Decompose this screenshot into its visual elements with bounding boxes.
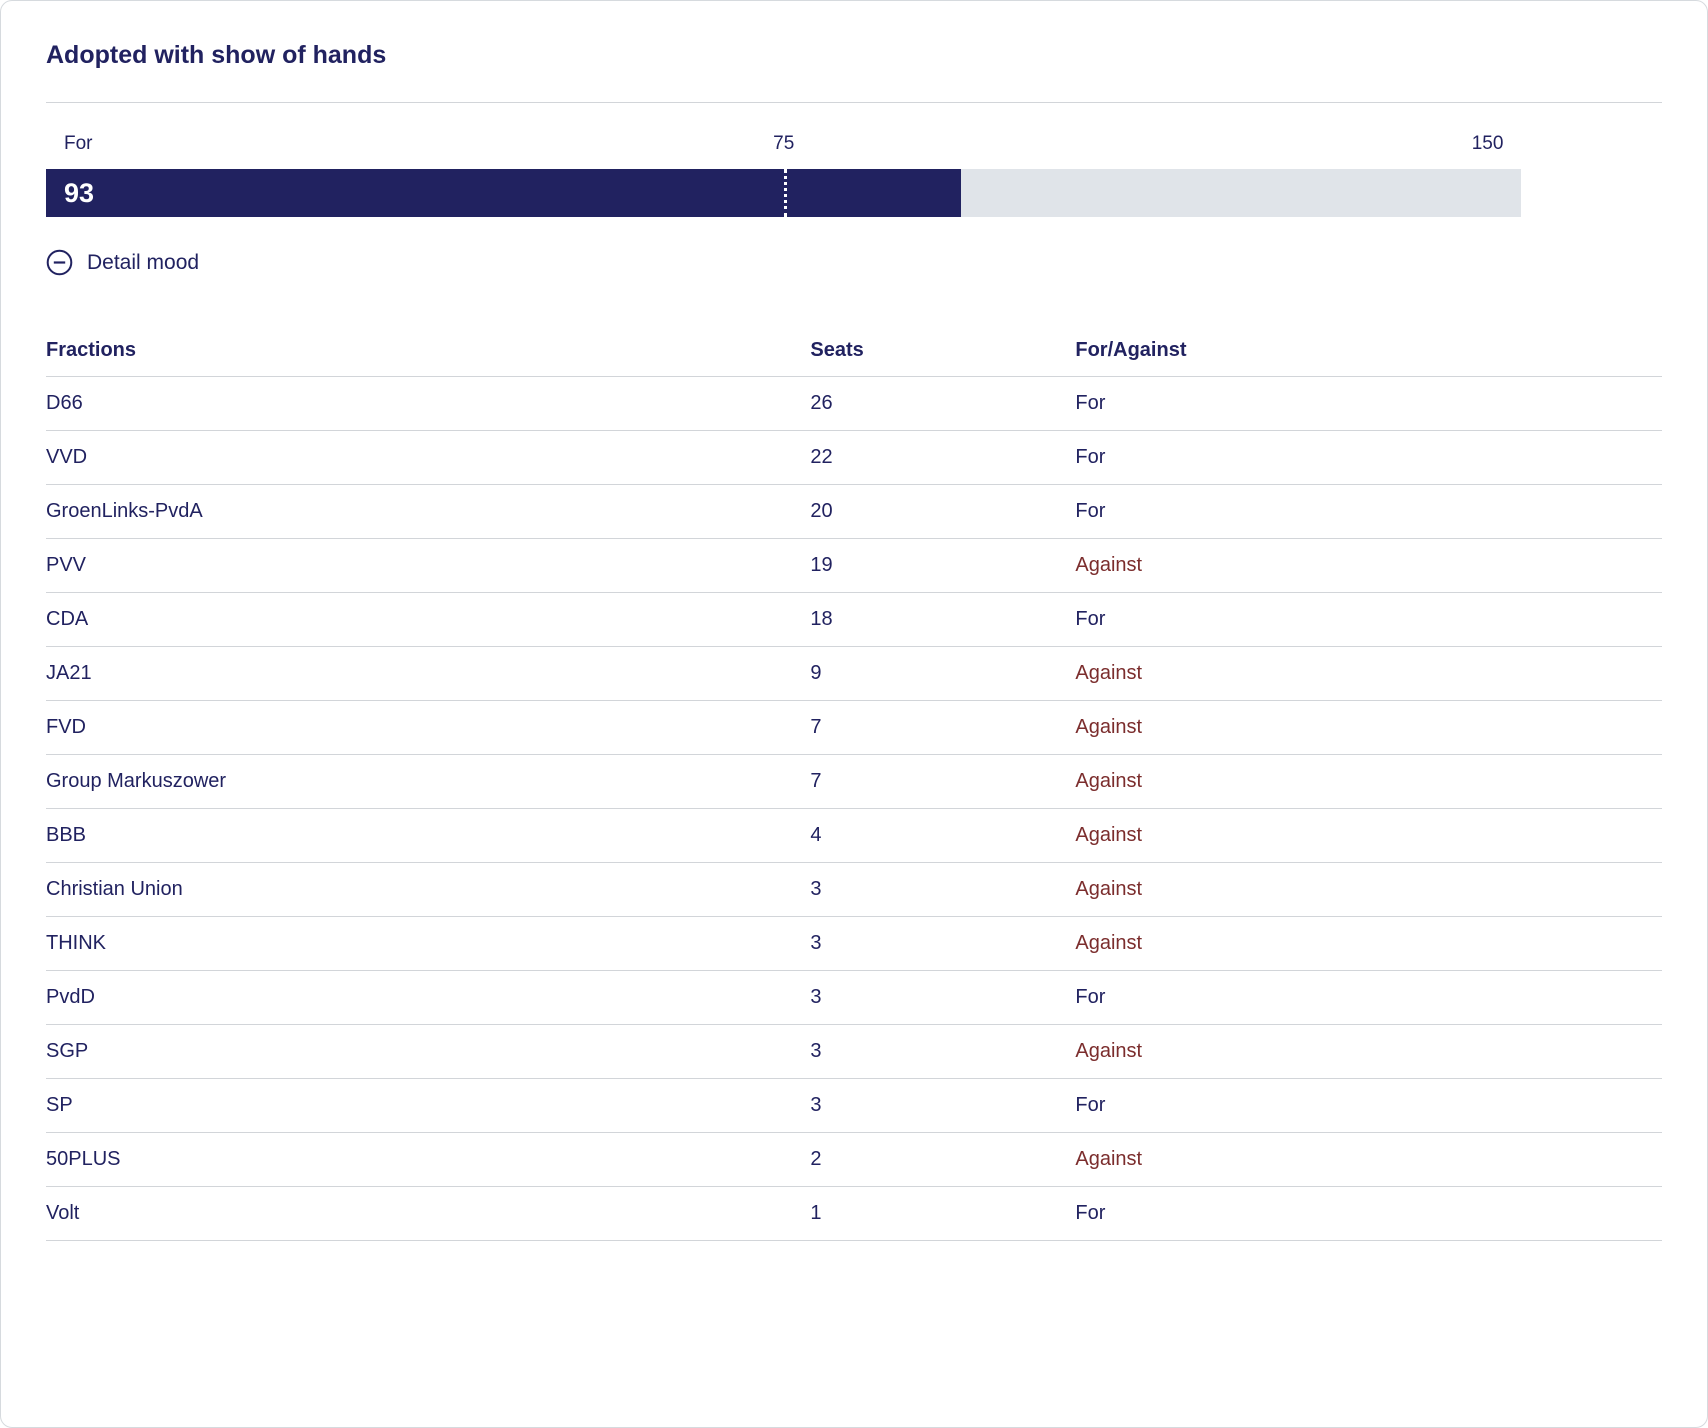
table-row: Group Markuszower 7 Against — [46, 754, 1662, 809]
table-row: JA21 9 Against — [46, 646, 1662, 701]
fraction-vote: For — [1075, 376, 1662, 431]
fraction-seats: 3 — [810, 916, 1076, 971]
fraction-name: SP — [46, 1078, 811, 1133]
fraction-seats: 1 — [810, 1186, 1076, 1241]
fraction-vote: Against — [1075, 754, 1662, 809]
bar-track: 93 — [46, 169, 1522, 217]
fraction-vote: For — [1075, 592, 1662, 647]
table-row: BBB 4 Against — [46, 808, 1662, 863]
bar-category-label: For — [64, 133, 93, 154]
fraction-vote: Against — [1075, 646, 1662, 701]
table-row: SGP 3 Against — [46, 1024, 1662, 1079]
table-row: 50PLUS 2 Against — [46, 1132, 1662, 1187]
bar-fill: 93 — [46, 169, 961, 217]
fraction-vote: For — [1075, 1078, 1662, 1133]
fraction-name: Christian Union — [46, 862, 811, 917]
fraction-vote: For — [1075, 430, 1662, 485]
page-title: Adopted with show of hands — [46, 41, 387, 69]
fraction-name: D66 — [46, 376, 811, 431]
vote-bar-section: For 75 150 93 — [46, 129, 1522, 217]
header-fractions: Fractions — [46, 324, 811, 377]
header-seats: Seats — [810, 324, 1076, 377]
fraction-vote: Against — [1075, 808, 1662, 863]
fraction-name: SGP — [46, 1024, 811, 1079]
fraction-vote: For — [1075, 970, 1662, 1025]
title-divider — [46, 102, 1662, 103]
fraction-name: Volt — [46, 1186, 811, 1241]
table-row: VVD 22 For — [46, 430, 1662, 485]
fraction-seats: 2 — [810, 1132, 1076, 1187]
detail-mood-toggle[interactable]: Detail mood — [46, 249, 199, 276]
fraction-name: PVV — [46, 538, 811, 593]
bar-majority-label: 75 — [773, 133, 795, 154]
fraction-seats: 20 — [810, 484, 1076, 539]
table-row: PvdD 3 For — [46, 970, 1662, 1025]
bar-value: 93 — [64, 177, 95, 208]
fraction-seats: 19 — [810, 538, 1076, 593]
fraction-seats: 18 — [810, 592, 1076, 647]
fraction-seats: 7 — [810, 754, 1076, 809]
table-header-row: Fractions Seats For/Against — [46, 324, 1662, 377]
bar-labels: For 75 150 — [46, 129, 1521, 161]
minus-circle-icon — [46, 249, 73, 276]
fraction-name: BBB — [46, 808, 811, 863]
fraction-seats: 3 — [810, 970, 1076, 1025]
fraction-vote: For — [1075, 484, 1662, 539]
fraction-name: FVD — [46, 700, 811, 755]
fraction-vote: Against — [1075, 700, 1662, 755]
fraction-name: Group Markuszower — [46, 754, 811, 809]
fraction-seats: 3 — [810, 1024, 1076, 1079]
fraction-vote: Against — [1075, 916, 1662, 971]
fraction-seats: 7 — [810, 700, 1076, 755]
fraction-name: VVD — [46, 430, 811, 485]
fraction-seats: 9 — [810, 646, 1076, 701]
table-row: CDA 18 For — [46, 592, 1662, 647]
fraction-name: GroenLinks-PvdA — [46, 484, 811, 539]
majority-marker-line — [783, 169, 787, 217]
fraction-vote: For — [1075, 1186, 1662, 1241]
fractions-table-body: D66 26 For VVD 22 For GroenLinks-PvdA 20 For PVV 1… — [46, 376, 1662, 1241]
table-row: SP 3 For — [46, 1078, 1662, 1133]
detail-mood-label: Detail mood — [87, 250, 200, 274]
fraction-seats: 26 — [810, 376, 1076, 431]
fraction-seats: 3 — [810, 1078, 1076, 1133]
fraction-vote: Against — [1075, 1132, 1662, 1187]
fractions-table: Fractions Seats For/Against D66 26 For VVD 2… — [46, 324, 1662, 1241]
fraction-name: CDA — [46, 592, 811, 647]
fraction-seats: 3 — [810, 862, 1076, 917]
fraction-vote: Against — [1075, 1024, 1662, 1079]
table-row: D66 26 For — [46, 376, 1662, 431]
fraction-vote: Against — [1075, 538, 1662, 593]
fraction-name: THINK — [46, 916, 811, 971]
fraction-seats: 4 — [810, 808, 1076, 863]
fraction-name: JA21 — [46, 646, 811, 701]
table-row: GroenLinks-PvdA 20 For — [46, 484, 1662, 539]
table-row: THINK 3 Against — [46, 916, 1662, 971]
table-row: Volt 1 For — [46, 1186, 1662, 1241]
fraction-name: PvdD — [46, 970, 811, 1025]
table-row: PVV 19 Against — [46, 538, 1662, 593]
table-row: FVD 7 Against — [46, 700, 1662, 755]
table-row: Christian Union 3 Against — [46, 862, 1662, 917]
header-for-against: For/Against — [1075, 324, 1662, 377]
fraction-seats: 22 — [810, 430, 1076, 485]
fraction-name: 50PLUS — [46, 1132, 811, 1187]
fraction-vote: Against — [1075, 862, 1662, 917]
bar-max-label: 150 — [1471, 133, 1504, 154]
